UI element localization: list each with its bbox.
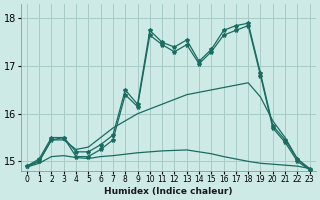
X-axis label: Humidex (Indice chaleur): Humidex (Indice chaleur) (104, 187, 233, 196)
